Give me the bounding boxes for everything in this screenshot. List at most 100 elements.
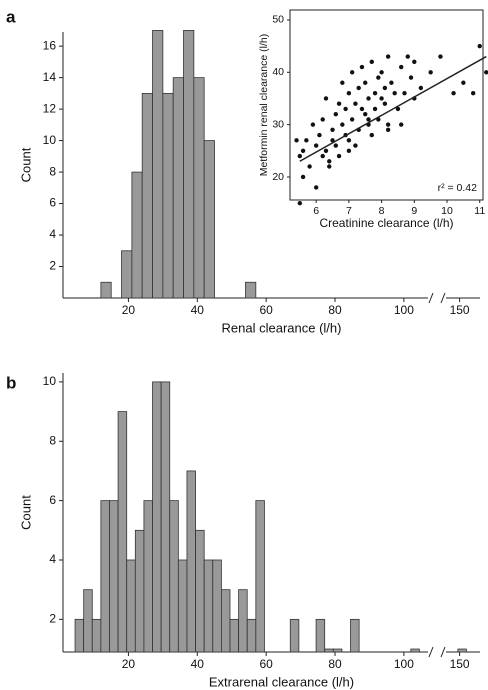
bar — [193, 77, 205, 299]
point — [392, 91, 397, 96]
bar — [152, 381, 162, 653]
point — [297, 153, 303, 159]
point — [399, 122, 404, 127]
point — [359, 106, 365, 112]
x-axis-label: Extrarenal clearance (l/h) — [209, 674, 354, 689]
bar — [83, 589, 93, 653]
point — [395, 106, 401, 112]
point — [379, 96, 384, 101]
y-tick-label: 2 — [49, 612, 56, 626]
bar — [160, 381, 171, 653]
bar — [109, 500, 119, 653]
bar — [410, 648, 420, 653]
point — [346, 138, 352, 143]
plot-frame — [289, 9, 484, 201]
y-tick-label: 8 — [49, 164, 56, 178]
x-tick-label: 100 — [394, 657, 414, 671]
x-axis-label: Renal clearance (l/h) — [222, 320, 342, 335]
point — [320, 153, 325, 159]
point — [402, 91, 407, 96]
bar — [332, 648, 343, 653]
point — [300, 174, 306, 180]
x-tick-label: 20 — [122, 303, 136, 317]
point — [385, 127, 391, 133]
bar — [74, 618, 85, 653]
point — [336, 153, 342, 159]
y-axis-label: Count — [18, 495, 33, 530]
point — [369, 59, 374, 65]
y-tick-label: 6 — [49, 493, 56, 507]
y-tick-label: 10 — [43, 374, 57, 388]
bar — [203, 559, 214, 653]
point — [313, 185, 319, 190]
x-tick-label: 40 — [191, 657, 205, 671]
point — [313, 143, 319, 148]
bar — [143, 500, 153, 653]
y-tick-label: 2 — [49, 259, 56, 273]
bar — [183, 30, 195, 299]
bar — [220, 589, 231, 653]
bar — [121, 250, 133, 299]
bar — [289, 618, 300, 653]
x-tick-label: 100 — [394, 303, 414, 317]
bar — [212, 559, 222, 653]
panel-label: a — [6, 7, 16, 26]
y-tick-label: 4 — [49, 552, 56, 566]
point — [323, 96, 329, 101]
bar — [203, 140, 215, 299]
y-tick-label: 50 — [272, 14, 284, 26]
point — [294, 138, 299, 143]
point — [389, 80, 394, 85]
point — [382, 101, 388, 106]
bar — [246, 618, 257, 653]
x-tick-label: 10 — [441, 205, 453, 217]
point — [340, 122, 345, 127]
point — [477, 43, 482, 49]
point — [366, 117, 371, 122]
point — [349, 117, 355, 122]
x-tick-label: 150 — [450, 657, 470, 671]
y-tick-label: 8 — [49, 433, 56, 447]
point — [343, 106, 348, 112]
point — [327, 164, 332, 169]
x-tick-label: 60 — [259, 303, 273, 317]
bar — [177, 559, 188, 653]
bar — [134, 529, 145, 653]
point — [359, 64, 365, 70]
y-tick-label: 4 — [49, 227, 56, 241]
x-tick-label: 40 — [191, 303, 205, 317]
x-tick-label: 20 — [122, 657, 136, 671]
bar — [100, 500, 110, 653]
bar — [238, 589, 248, 653]
bar — [315, 618, 326, 653]
x-tick-label: 8 — [379, 205, 385, 217]
axis-break — [440, 646, 446, 658]
point — [438, 54, 443, 59]
y-tick-label: 16 — [43, 38, 57, 52]
x-tick-label: 60 — [259, 657, 273, 671]
y-tick-label: 10 — [43, 133, 57, 147]
bar — [91, 618, 102, 653]
point — [376, 75, 381, 80]
point — [310, 122, 316, 127]
y-tick-label: 40 — [272, 66, 284, 78]
point — [300, 148, 306, 153]
bar — [350, 618, 360, 653]
annotation: r² = 0.42 — [438, 182, 478, 194]
point — [346, 91, 352, 96]
y-axis-label: Metformin renal clearance (l/h) — [258, 34, 270, 176]
point — [399, 64, 404, 70]
x-tick-label: 80 — [328, 303, 342, 317]
bar — [152, 30, 164, 299]
point — [372, 91, 378, 96]
x-tick-label: 6 — [313, 205, 319, 217]
y-tick-label: 14 — [43, 70, 57, 84]
point — [408, 75, 414, 80]
bar — [172, 77, 184, 299]
x-tick-label: 150 — [450, 303, 470, 317]
point — [451, 91, 456, 96]
point — [333, 111, 338, 117]
point — [330, 127, 335, 133]
point — [297, 200, 303, 206]
point — [336, 101, 342, 106]
